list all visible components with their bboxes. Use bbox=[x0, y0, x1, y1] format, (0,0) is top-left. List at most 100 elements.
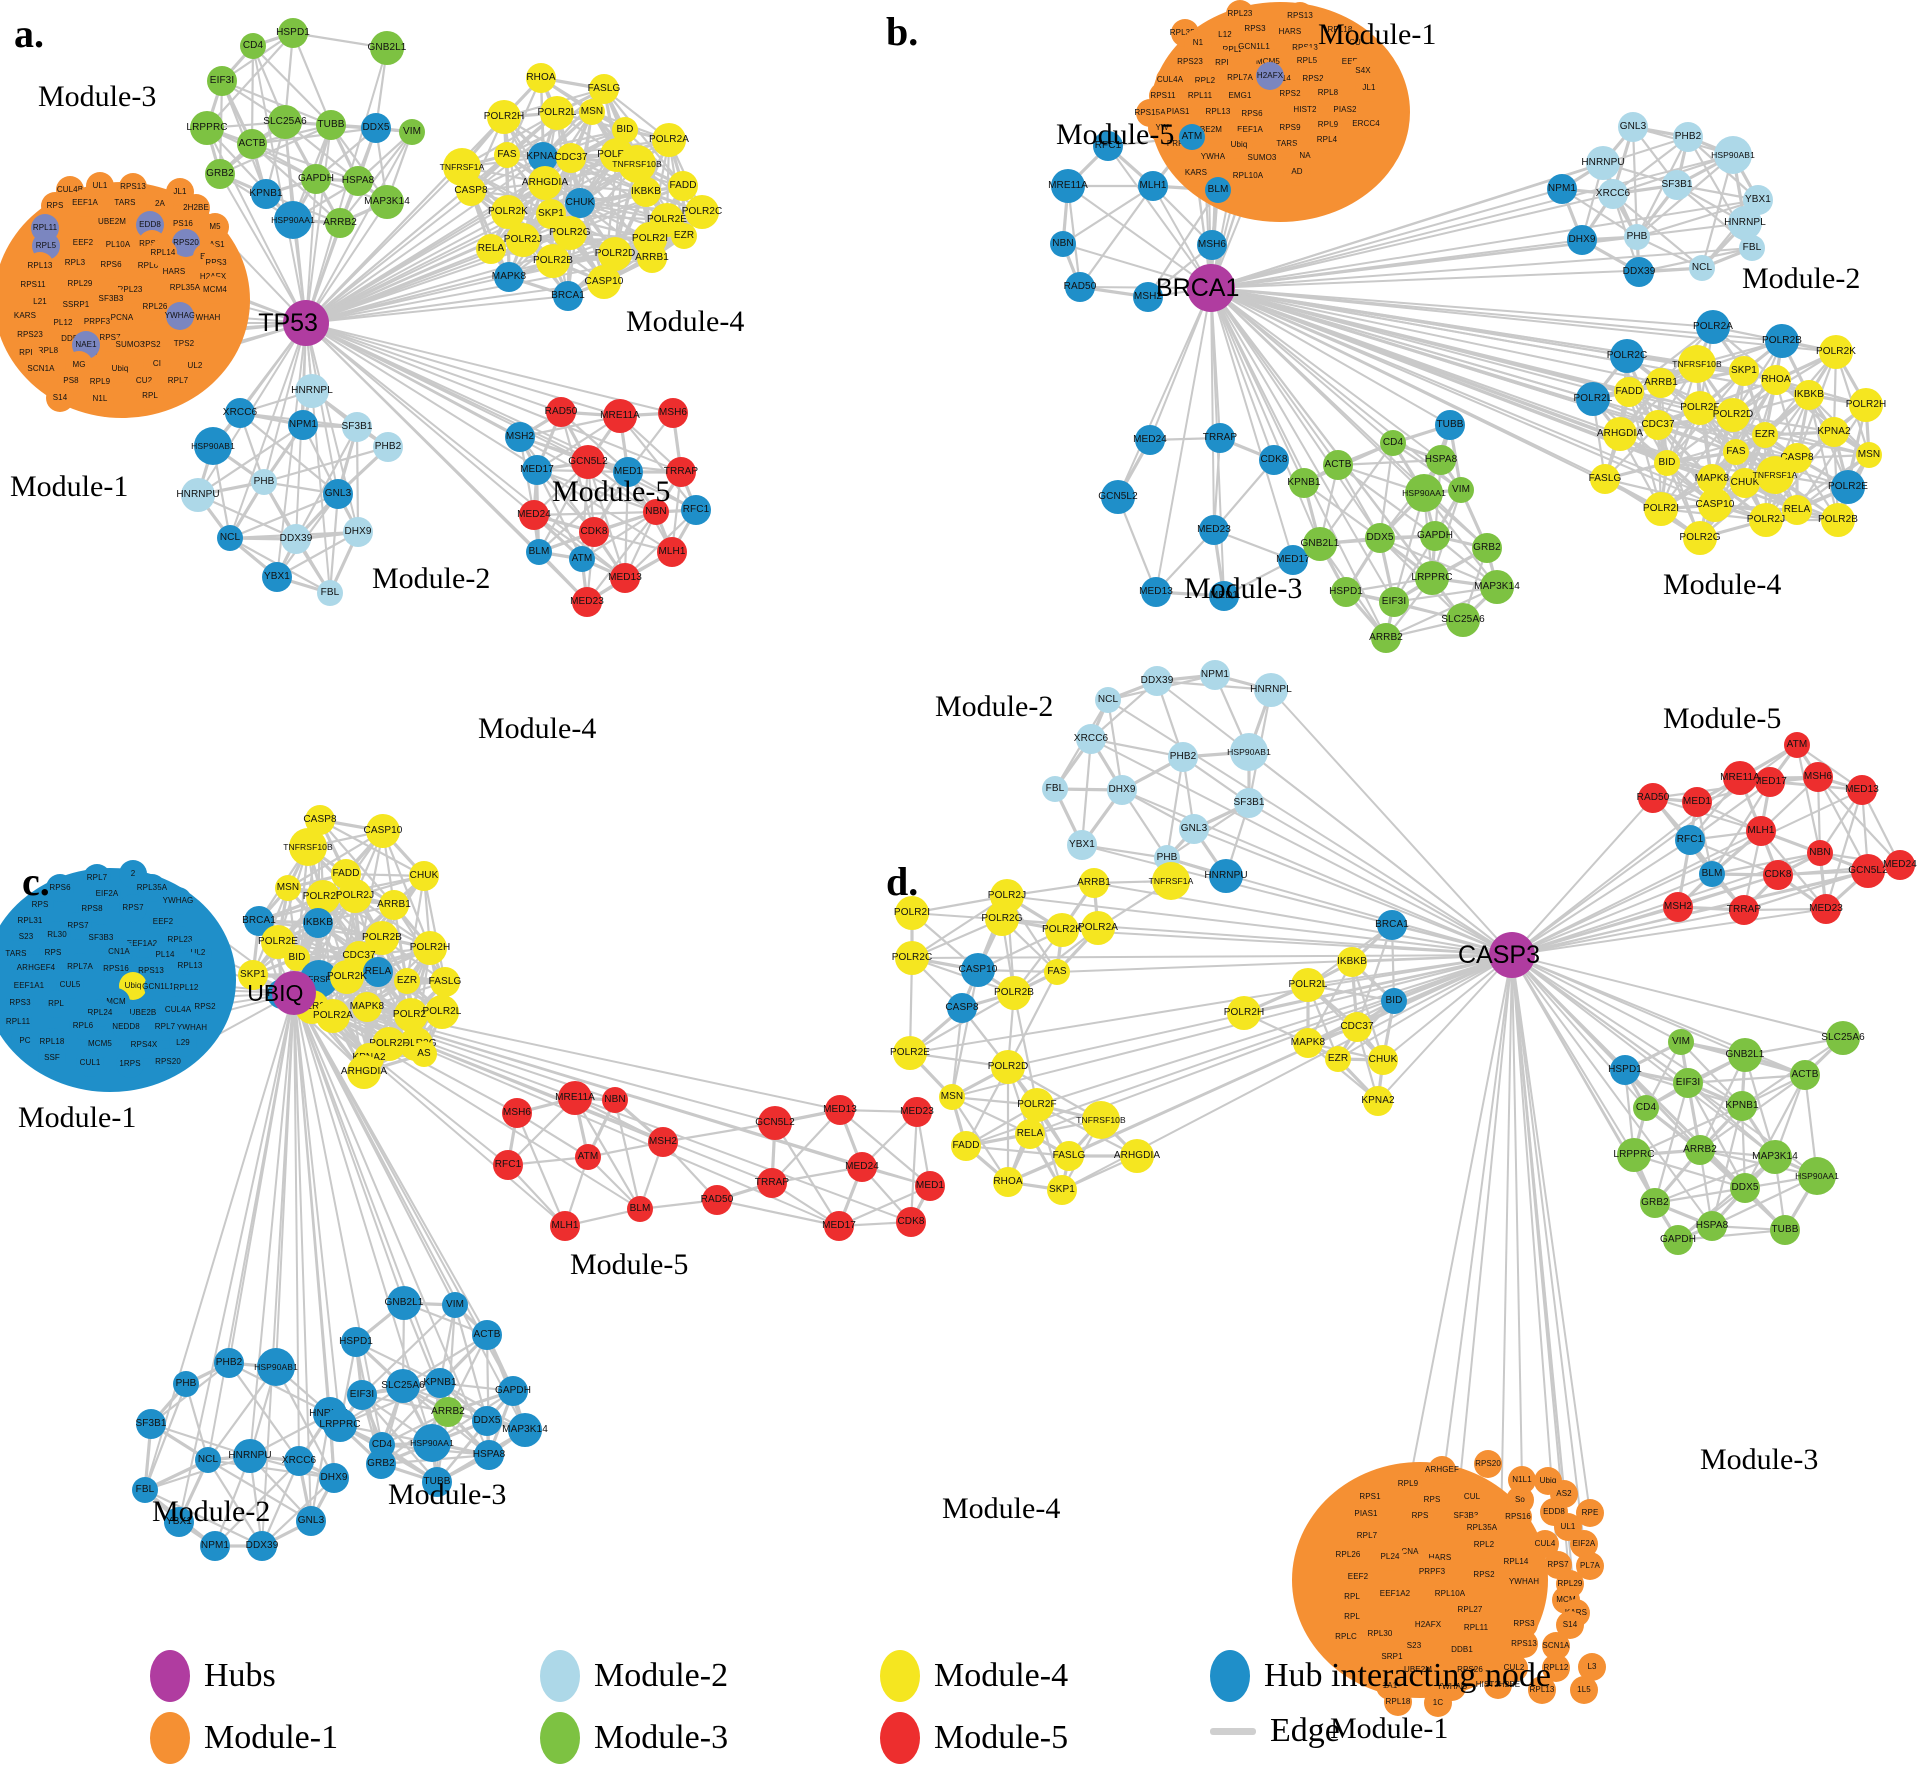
network-node[interactable]: MSH2 bbox=[1663, 892, 1693, 922]
network-node[interactable]: NPM1 bbox=[1200, 660, 1230, 690]
network-node[interactable]: HSPD1 bbox=[339, 1327, 373, 1357]
network-node[interactable]: XRCC6 bbox=[1596, 179, 1630, 209]
network-node[interactable]: MED13 bbox=[608, 563, 642, 593]
network-node[interactable]: GNB2L1 bbox=[1301, 527, 1339, 561]
network-node[interactable]: TUBB bbox=[316, 110, 346, 140]
network-node[interactable]: RPS7 bbox=[119, 894, 147, 922]
network-node[interactable]: SF3B1 bbox=[1661, 170, 1692, 200]
network-node[interactable]: PHB bbox=[173, 1371, 199, 1397]
network-node[interactable]: EZR bbox=[394, 968, 420, 994]
network-node[interactable]: POLR2G bbox=[1679, 521, 1720, 555]
network-node[interactable]: MED23 bbox=[570, 587, 604, 617]
network-node[interactable]: HNRNPL bbox=[291, 374, 333, 408]
network-node[interactable]: MRE11A bbox=[1048, 169, 1088, 203]
network-node[interactable]: CHUK bbox=[409, 861, 439, 891]
network-node[interactable]: HNRNPU bbox=[176, 478, 220, 512]
network-node[interactable]: GCN5L2 bbox=[755, 1106, 795, 1140]
network-node[interactable]: CD4 bbox=[240, 33, 266, 59]
network-node[interactable]: GNL3 bbox=[296, 1506, 326, 1536]
network-node[interactable]: POLR2I bbox=[1643, 492, 1679, 526]
network-node[interactable]: POLR2B bbox=[1818, 503, 1858, 537]
network-node[interactable]: ATM bbox=[569, 546, 595, 572]
network-node[interactable]: FAS bbox=[1723, 439, 1749, 465]
network-node[interactable]: MAP3K14 bbox=[502, 1413, 548, 1447]
network-node[interactable]: NCL bbox=[1095, 687, 1121, 713]
network-node[interactable]: HSPA8 bbox=[1425, 445, 1457, 475]
network-node[interactable]: HSP90AA1 bbox=[410, 1424, 454, 1462]
network-node[interactable]: KPNA2 bbox=[1361, 1086, 1395, 1116]
network-node[interactable]: RHOA bbox=[1761, 365, 1791, 395]
network-node[interactable]: POLR2L bbox=[423, 995, 461, 1029]
network-node[interactable]: TNFRSF10B bbox=[1672, 345, 1722, 383]
network-node[interactable]: PHB2 bbox=[214, 1348, 244, 1378]
network-node[interactable]: POLR2J bbox=[336, 879, 374, 913]
network-node[interactable]: RELA bbox=[1782, 495, 1812, 525]
network-node[interactable]: XRCC6 bbox=[223, 398, 257, 428]
network-node[interactable]: MED13 bbox=[1139, 577, 1173, 607]
network-node[interactable]: BID bbox=[1654, 450, 1680, 476]
network-node[interactable]: L3 bbox=[1578, 1653, 1606, 1681]
network-node[interactable]: NBN bbox=[1807, 840, 1833, 866]
network-node[interactable]: XRCC6 bbox=[282, 1446, 316, 1476]
network-node[interactable]: MAP3K14 bbox=[1474, 570, 1520, 604]
network-node[interactable]: FBL bbox=[1042, 776, 1068, 802]
network-node[interactable]: CDC37 bbox=[1641, 410, 1675, 440]
network-node[interactable]: ATM bbox=[1179, 124, 1205, 150]
network-node[interactable]: ATM bbox=[575, 1144, 601, 1170]
network-node[interactable]: RELA bbox=[476, 234, 506, 264]
network-node[interactable]: RPL9 bbox=[1394, 1470, 1422, 1498]
network-node[interactable]: MLH1 bbox=[657, 537, 687, 567]
network-node[interactable]: FASLG bbox=[429, 967, 461, 997]
network-node[interactable]: RPL18 bbox=[1384, 1688, 1412, 1716]
network-node[interactable]: RPS6 bbox=[97, 251, 125, 279]
network-node[interactable]: PC bbox=[11, 1027, 39, 1055]
network-node[interactable]: HSPD1 bbox=[276, 18, 310, 48]
network-node[interactable]: GCN5L2 bbox=[568, 445, 608, 479]
network-node[interactable]: PHB2 bbox=[1673, 122, 1703, 152]
network-node[interactable]: NCL bbox=[195, 1447, 221, 1473]
network-node[interactable]: FBL bbox=[1739, 235, 1765, 261]
network-node[interactable]: LRPPRC bbox=[1613, 1138, 1654, 1172]
network-node[interactable]: POLR2D bbox=[988, 1050, 1028, 1084]
network-node[interactable]: POLR2L bbox=[1574, 382, 1612, 416]
network-node[interactable]: DDX39 bbox=[280, 524, 312, 554]
network-node[interactable]: CASP8 bbox=[454, 176, 488, 206]
network-node[interactable]: RPL10A bbox=[1233, 162, 1263, 190]
network-node[interactable]: BLM bbox=[1699, 861, 1725, 887]
network-node[interactable]: BLM bbox=[627, 1196, 653, 1222]
network-node[interactable]: SKP1 bbox=[1729, 356, 1759, 386]
network-node[interactable]: ACTB bbox=[237, 129, 267, 159]
network-node[interactable]: MSN bbox=[579, 99, 605, 125]
network-node[interactable]: POLR2E bbox=[890, 1036, 930, 1070]
network-node[interactable]: SSF bbox=[38, 1044, 66, 1072]
network-node[interactable]: POLR2F bbox=[1017, 1088, 1057, 1122]
network-node[interactable]: POLR2A bbox=[313, 999, 353, 1033]
network-node[interactable]: NPM1 bbox=[200, 1531, 230, 1561]
network-node[interactable]: ARRB2 bbox=[1369, 623, 1403, 653]
network-node[interactable]: GCN5L2 bbox=[1848, 854, 1888, 888]
network-node[interactable]: MED24 bbox=[517, 500, 551, 530]
network-node[interactable]: BID bbox=[1381, 988, 1407, 1014]
network-node[interactable]: GNB2L1 bbox=[385, 1286, 423, 1320]
network-node[interactable]: S14 bbox=[46, 384, 74, 412]
network-node[interactable]: MSH6 bbox=[658, 398, 688, 428]
network-node[interactable]: LRPPRC bbox=[186, 111, 227, 145]
network-node[interactable]: MED24 bbox=[1883, 850, 1917, 880]
network-node[interactable]: EIF3I bbox=[1379, 587, 1409, 617]
network-node[interactable]: MRE11A bbox=[555, 1081, 595, 1115]
network-node[interactable]: NBN bbox=[602, 1087, 628, 1113]
network-node[interactable]: ARRB2 bbox=[323, 208, 357, 238]
network-node[interactable]: GAPDH bbox=[298, 164, 334, 194]
network-node[interactable]: RAD50 bbox=[1064, 272, 1096, 302]
network-node[interactable]: IKBKB bbox=[1337, 947, 1367, 977]
network-node[interactable]: RELA bbox=[1015, 1119, 1045, 1149]
network-node[interactable]: SCN1A bbox=[27, 355, 55, 383]
network-node[interactable]: ARRB1 bbox=[1644, 368, 1678, 398]
network-node[interactable]: MSN bbox=[939, 1084, 965, 1110]
network-node[interactable]: TUBB bbox=[1435, 410, 1465, 440]
network-node[interactable]: KPNB1 bbox=[249, 179, 283, 209]
network-node[interactable]: POLR2B bbox=[1762, 324, 1802, 358]
network-node[interactable]: YWHAH bbox=[1509, 1568, 1539, 1596]
network-node[interactable]: POLR2C bbox=[1607, 339, 1647, 373]
network-node[interactable]: 1L5 bbox=[1570, 1676, 1598, 1704]
